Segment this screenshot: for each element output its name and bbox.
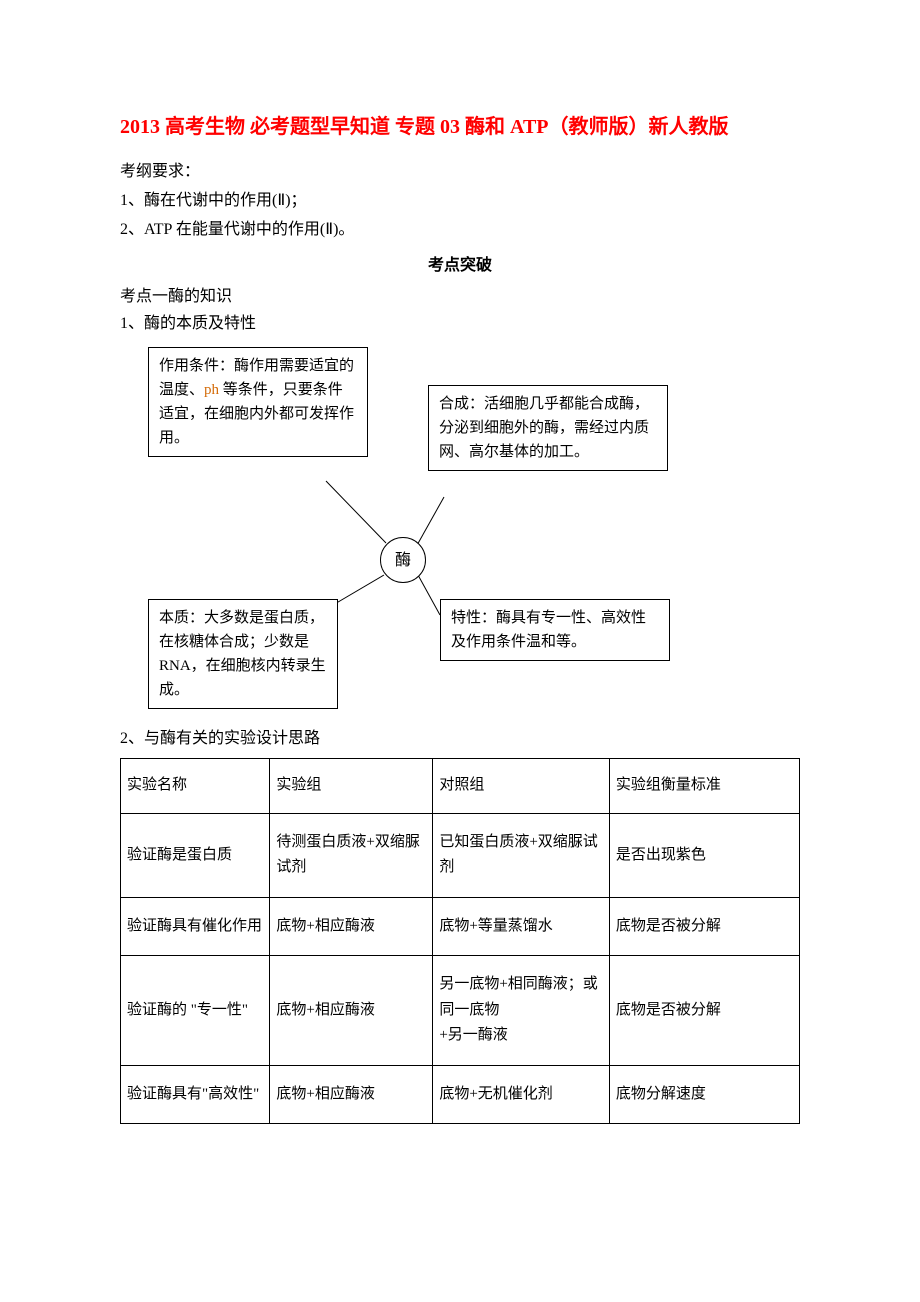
box-traits: 特性：酶具有专一性、高效性及作用条件温和等。 [440,599,670,661]
section-heading: 考点突破 [120,252,800,279]
table-cell: 底物是否被分解 [609,897,799,956]
doc-title: 2013 高考生物 必考题型早知道 专题 03 酶和 ATP（教师版）新人教版 [120,110,800,144]
table-row: 验证酶具有"高效性"底物+相应酶液底物+无机催化剂底物分解速度 [121,1065,800,1124]
table-cell: 底物+无机催化剂 [433,1065,610,1124]
table-cell: 验证酶具有催化作用 [121,897,270,956]
table-header-row: 实验名称实验组对照组实验组衡量标准 [121,759,800,814]
sub-heading-1: 1、酶的本质及特性 [120,310,800,337]
table-cell: 已知蛋白质液+双缩脲试剂 [433,813,610,897]
table-cell: 验证酶的 "专一性" [121,956,270,1066]
table-cell: 底物是否被分解 [609,956,799,1066]
table-cell: 底物+相应酶液 [270,1065,433,1124]
table-cell: 待测蛋白质液+双缩脲试剂 [270,813,433,897]
table-header: 对照组 [433,759,610,814]
req-2: 2、ATP 在能量代谢中的作用(Ⅱ)。 [120,216,800,243]
table-row: 验证酶是蛋白质待测蛋白质液+双缩脲试剂已知蛋白质液+双缩脲试剂是否出现紫色 [121,813,800,897]
table-cell: 另一底物+相同酶液；或同一底物+另一酶液 [433,956,610,1066]
box-conditions: 作用条件：酶作用需要适宜的温度、ph 等条件，只要条件适宜，在细胞内外都可发挥作… [148,347,368,457]
concept-diagram: 作用条件：酶作用需要适宜的温度、ph 等条件，只要条件适宜，在细胞内外都可发挥作… [120,347,800,717]
table-header: 实验名称 [121,759,270,814]
table-cell: 验证酶具有"高效性" [121,1065,270,1124]
box-synthesis: 合成：活细胞几乎都能合成酶，分泌到细胞外的酶，需经过内质网、高尔基体的加工。 [428,385,668,471]
rna-text: RNA [159,658,191,674]
center-node: 酶 [380,537,426,583]
kp-heading: 考点一酶的知识 [120,283,800,310]
table-row: 验证酶具有催化作用底物+相应酶液底物+等量蒸馏水底物是否被分解 [121,897,800,956]
table-cell: 底物+相应酶液 [270,956,433,1066]
table-row: 验证酶的 "专一性"底物+相应酶液另一底物+相同酶液；或同一底物+另一酶液底物是… [121,956,800,1066]
sub-heading-2: 2、与酶有关的实验设计思路 [120,725,800,752]
table-cell: 底物+等量蒸馏水 [433,897,610,956]
table-body: 验证酶是蛋白质待测蛋白质液+双缩脲试剂已知蛋白质液+双缩脲试剂是否出现紫色验证酶… [121,813,800,1124]
box-nature: 本质：大多数是蛋白质，在核糖体合成；少数是 RNA，在细胞核内转录生成。 [148,599,338,709]
ph-text: ph [204,382,219,398]
table-cell: 底物+相应酶液 [270,897,433,956]
experiment-table: 实验名称实验组对照组实验组衡量标准 验证酶是蛋白质待测蛋白质液+双缩脲试剂已知蛋… [120,758,800,1124]
req-label: 考纲要求： [120,158,800,185]
req-1: 1、酶在代谢中的作用(Ⅱ)； [120,187,800,214]
page: 2013 高考生物 必考题型早知道 专题 03 酶和 ATP（教师版）新人教版 … [0,0,920,1184]
table-header: 实验组 [270,759,433,814]
table-cell: 验证酶是蛋白质 [121,813,270,897]
table-header: 实验组衡量标准 [609,759,799,814]
text: 本质：大多数是蛋白质，在核糖体合成；少数是 [159,610,324,650]
table-cell: 底物分解速度 [609,1065,799,1124]
table-cell: 是否出现紫色 [609,813,799,897]
